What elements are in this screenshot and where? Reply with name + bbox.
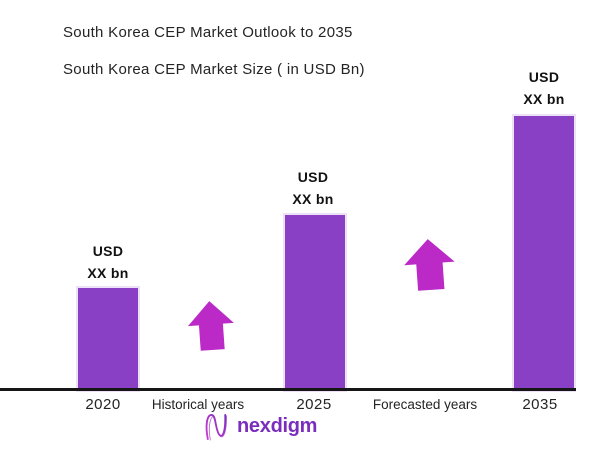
growth-arrow-icon [400, 236, 459, 293]
x-axis-line [0, 388, 576, 391]
chart-subtitle: South Korea CEP Market Size ( in USD Bn) [63, 61, 365, 78]
bar-2025 [285, 215, 345, 390]
axis-label-historical-years: Historical years [151, 397, 245, 412]
bar-2025-value-label: USD XX bn [263, 166, 363, 210]
value-line-1: USD [297, 169, 329, 185]
bar-2020-value-label: USD XX bn [58, 240, 158, 284]
bar-2035-value-label: USD XX bn [494, 66, 594, 110]
value-line-2: XX bn [523, 91, 565, 107]
axis-label-2020: 2020 [85, 396, 121, 413]
growth-arrow-icon [184, 298, 237, 352]
chart-title: South Korea CEP Market Outlook to 2035 [63, 24, 353, 41]
nexdigm-n-monogram-icon [205, 413, 227, 441]
bar-2035 [514, 116, 574, 390]
nexdigm-logo-text: nexdigm [237, 415, 318, 437]
nexdigm-logo: nexdigm [203, 411, 317, 442]
value-line-2: XX bn [87, 265, 129, 281]
value-line-1: USD [528, 69, 560, 85]
axis-label-forecasted-years: Forecasted years [372, 397, 478, 412]
bar-2020 [78, 288, 138, 390]
value-line-2: XX bn [292, 191, 334, 207]
axis-label-2035: 2035 [522, 396, 558, 413]
axis-label-2025: 2025 [296, 396, 332, 413]
value-line-1: USD [92, 243, 124, 259]
